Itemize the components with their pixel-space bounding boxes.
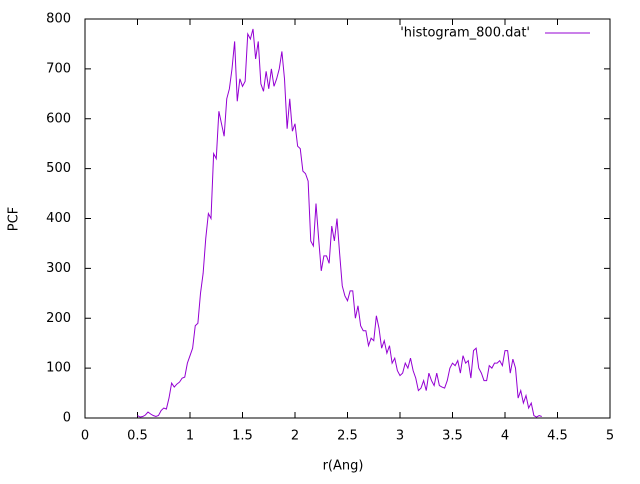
x-tick-label: 1: [186, 429, 194, 444]
data-line: [137, 28, 542, 418]
x-tick-label: 2: [291, 429, 299, 444]
y-tick-label: 100: [46, 361, 71, 376]
x-tick-label: 1.5: [232, 429, 253, 444]
y-tick-label: 500: [46, 161, 71, 176]
x-tick-label: 2.5: [337, 429, 358, 444]
x-tick-label: 0.5: [127, 429, 148, 444]
y-tick-label: 400: [46, 211, 71, 226]
x-tick-label: 3.5: [442, 429, 463, 444]
x-tick-label: 4.5: [547, 429, 568, 444]
y-tick-label: 300: [46, 261, 71, 276]
y-tick-label: 800: [46, 12, 71, 27]
legend-label: 'histogram_800.dat': [400, 26, 530, 41]
x-tick-label: 5: [606, 429, 614, 444]
x-axis-label: r(Ang): [323, 459, 364, 474]
y-tick-label: 700: [46, 61, 71, 76]
y-tick-label: 200: [46, 311, 71, 326]
x-tick-label: 0: [81, 429, 89, 444]
y-tick-label: 600: [46, 111, 71, 126]
plot-border: [84, 18, 611, 419]
x-tick-label: 4: [501, 429, 509, 444]
y-tick-label: 0: [63, 411, 71, 426]
x-tick-label: 3: [396, 429, 404, 444]
y-axis-label: PCF: [7, 207, 22, 231]
